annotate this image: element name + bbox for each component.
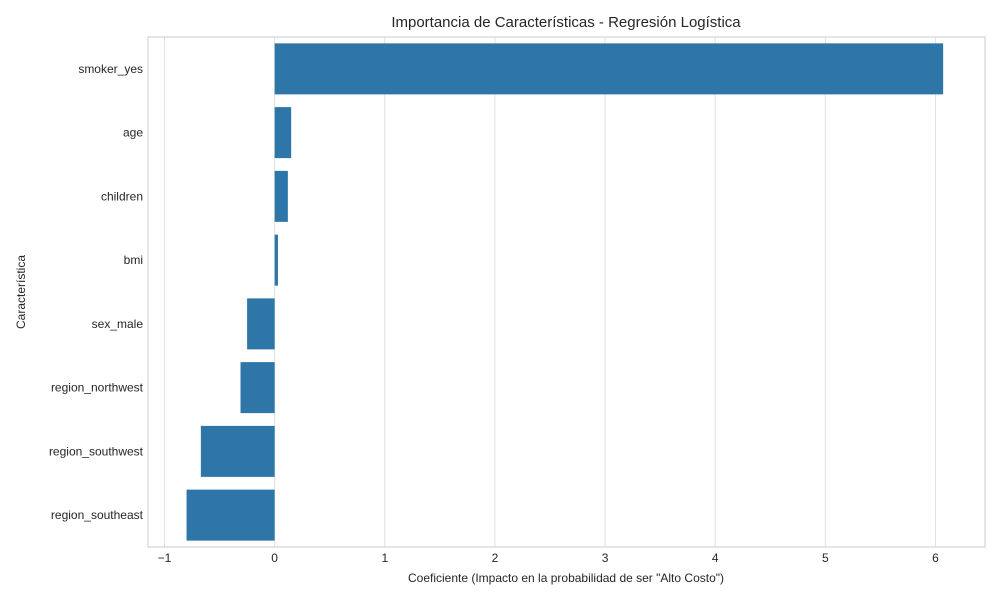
bar-sex-male xyxy=(247,298,275,350)
bar-bmi xyxy=(274,234,278,286)
y-tick-label: region_southwest xyxy=(49,444,144,458)
y-tick-label: region_southeast xyxy=(51,508,144,522)
x-tick-labels: −1 0 1 2 3 4 5 6 xyxy=(158,551,939,565)
y-axis-label: Característica xyxy=(14,255,28,329)
bar-age xyxy=(274,107,292,159)
x-tick-label: 2 xyxy=(492,551,499,565)
x-tick-label: 6 xyxy=(932,551,939,565)
bars xyxy=(186,43,944,541)
bar-region-southeast xyxy=(186,489,275,541)
plot-frame xyxy=(147,36,986,548)
bar-children xyxy=(274,170,288,222)
x-tick-label: 1 xyxy=(381,551,388,565)
y-tick-label: smoker_yes xyxy=(78,62,143,76)
y-tick-label: sex_male xyxy=(92,317,144,331)
x-tick-label: 4 xyxy=(712,551,719,565)
bar-region-southwest xyxy=(200,425,275,477)
x-tick-label: 5 xyxy=(822,551,829,565)
bar-region-northwest xyxy=(240,362,275,414)
y-tick-label: bmi xyxy=(124,253,143,267)
bar-smoker-yes xyxy=(274,43,944,95)
y-tick-label: age xyxy=(123,126,143,140)
y-tick-label: region_northwest xyxy=(51,381,144,395)
x-axis-label: Coeficiente (Impacto en la probabilidad … xyxy=(408,571,724,585)
x-tick-label: 0 xyxy=(271,551,278,565)
x-tick-label: −1 xyxy=(158,551,172,565)
y-tick-label: children xyxy=(101,189,143,203)
x-tick-label: 3 xyxy=(602,551,609,565)
chart-title: Importancia de Características - Regresi… xyxy=(391,14,741,31)
